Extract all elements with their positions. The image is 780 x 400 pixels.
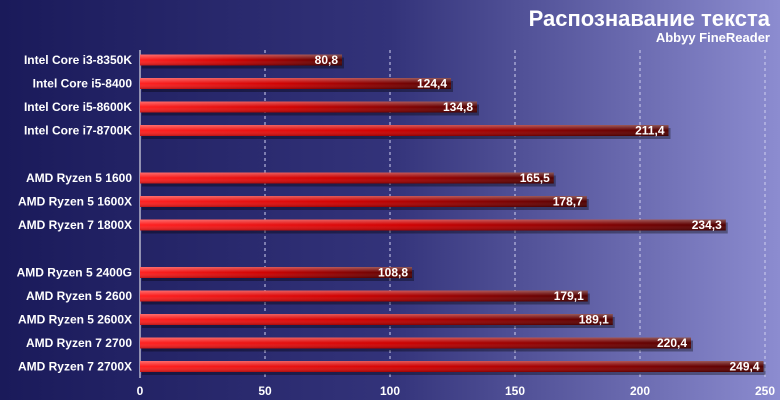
category-label: Intel Core i7-8700K — [24, 124, 132, 138]
bar-highlight — [140, 290, 588, 302]
x-tick-label: 50 — [258, 384, 272, 398]
x-tick-label: 250 — [755, 384, 775, 398]
category-label: AMD Ryzen 5 1600X — [18, 195, 132, 209]
value-label: 80,8 — [315, 53, 339, 67]
bar-highlight — [140, 314, 613, 325]
x-tick-label: 0 — [137, 384, 144, 398]
category-label: AMD Ryzen 5 2400G — [17, 266, 132, 280]
category-label: AMD Ryzen 5 2600 — [26, 289, 132, 303]
category-label: Intel Core i5-8400 — [33, 77, 133, 91]
bar-highlight — [140, 125, 669, 136]
chart-subtitle: Abbyy FineReader — [656, 30, 770, 45]
value-label: 249,4 — [729, 360, 759, 374]
value-label: 124,4 — [417, 77, 447, 91]
x-tick-label: 150 — [505, 384, 525, 398]
category-label: Intel Core i5-8600K — [24, 100, 132, 114]
chart-title: Распознавание текста — [529, 6, 771, 31]
x-tick-label: 200 — [630, 384, 650, 398]
value-label: 178,7 — [553, 195, 583, 209]
value-label: 189,1 — [579, 313, 609, 327]
bar-highlight — [140, 172, 554, 184]
value-label: 234,3 — [692, 218, 722, 232]
category-label: AMD Ryzen 7 1800X — [18, 218, 132, 232]
category-label: AMD Ryzen 7 2700X — [18, 360, 132, 374]
value-label: 211,4 — [635, 124, 665, 138]
x-tick-label: 100 — [380, 384, 400, 398]
bar-highlight — [140, 54, 342, 66]
category-label: AMD Ryzen 7 2700 — [26, 336, 132, 350]
value-label: 165,5 — [520, 171, 550, 185]
category-label: Intel Core i3-8350K — [24, 53, 132, 67]
bar-highlight — [140, 219, 726, 231]
value-label: 179,1 — [554, 289, 584, 303]
bar-highlight — [140, 78, 451, 89]
bar-highlight — [140, 267, 412, 278]
bar-highlight — [140, 196, 587, 207]
bar-highlight — [140, 337, 691, 349]
bar-highlight — [140, 361, 764, 372]
category-label: AMD Ryzen 5 1600 — [26, 171, 132, 185]
bar-highlight — [140, 101, 477, 113]
category-label: AMD Ryzen 5 2600X — [18, 313, 132, 327]
value-label: 220,4 — [657, 336, 687, 350]
value-label: 134,8 — [443, 100, 473, 114]
value-label: 108,8 — [378, 266, 408, 280]
